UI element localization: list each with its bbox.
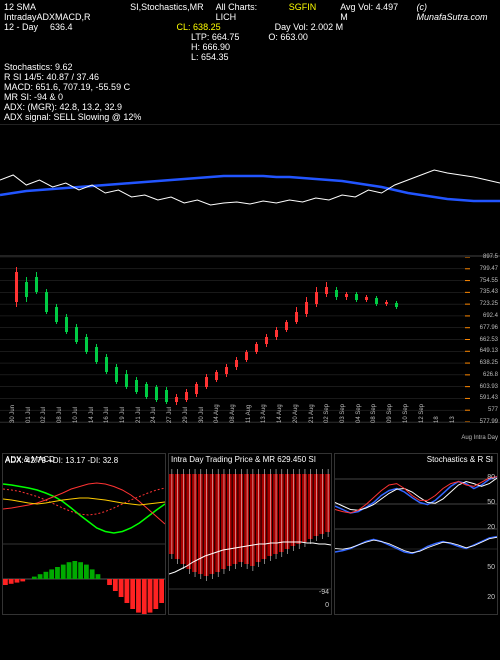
line-chart — [0, 124, 500, 256]
day-vol: Day Vol: 2.002 M — [275, 22, 344, 32]
ind-signal: ADX signal: SELL Slowing @ 12% — [4, 112, 496, 122]
sma-label: 12 SMA IntradayADXMACD,R — [4, 2, 118, 22]
ind-stoch: Stochastics: 9.62 — [4, 62, 496, 72]
day-val: 636.4 — [50, 22, 73, 32]
open: O: 663.00 — [268, 32, 308, 42]
high: H: 666.90 — [191, 42, 230, 52]
stochastics-panel: Stochastics & R SI 80 50 20 50 20 — [334, 453, 498, 615]
close: CL: 638.25 — [177, 22, 221, 32]
ind-adx: ADX: (MGR): 42.8, 13.2, 32.9 — [4, 102, 496, 112]
adx-macd-panel: ADX & MACD ADX: 42.79 +DI: 13.17 -DI: 32… — [2, 453, 166, 615]
low: L: 654.35 — [191, 52, 229, 62]
header: 12 SMA IntradayADXMACD,R SI,Stochastics,… — [0, 0, 500, 124]
ltp: LTP: 664.75 — [191, 32, 239, 42]
indicator-panels: ADX & MACD ADX: 42.79 +DI: 13.17 -DI: 32… — [0, 453, 500, 615]
date-axis: 30 Jun01 Jul02 Jul08 Jul10 Jul14 Jul16 J… — [0, 423, 500, 453]
ind-rsi: R SI 14/5: 40.87 / 37.46 — [4, 72, 496, 82]
price-mr-panel: Intra Day Trading Price & MR 629.450 SI … — [168, 453, 332, 615]
charts-label: All Charts: LICH — [216, 2, 277, 22]
candlestick-chart: 897.5799.47754.55735.43723.25692.4677.96… — [0, 256, 500, 423]
site: (c) MunafaSutra.com — [416, 2, 496, 22]
day-label: 12 - Day — [4, 22, 38, 32]
ind-mr: MR SI: -94 & 0 — [4, 92, 496, 102]
stoch-label: SI,Stochastics,MR — [130, 2, 204, 22]
avg-vol: Avg Vol: 4.497 M — [340, 2, 404, 22]
symbol: SGFIN — [289, 2, 317, 22]
ind-macd: MACD: 651.6, 707.19, -55.59 C — [4, 82, 496, 92]
